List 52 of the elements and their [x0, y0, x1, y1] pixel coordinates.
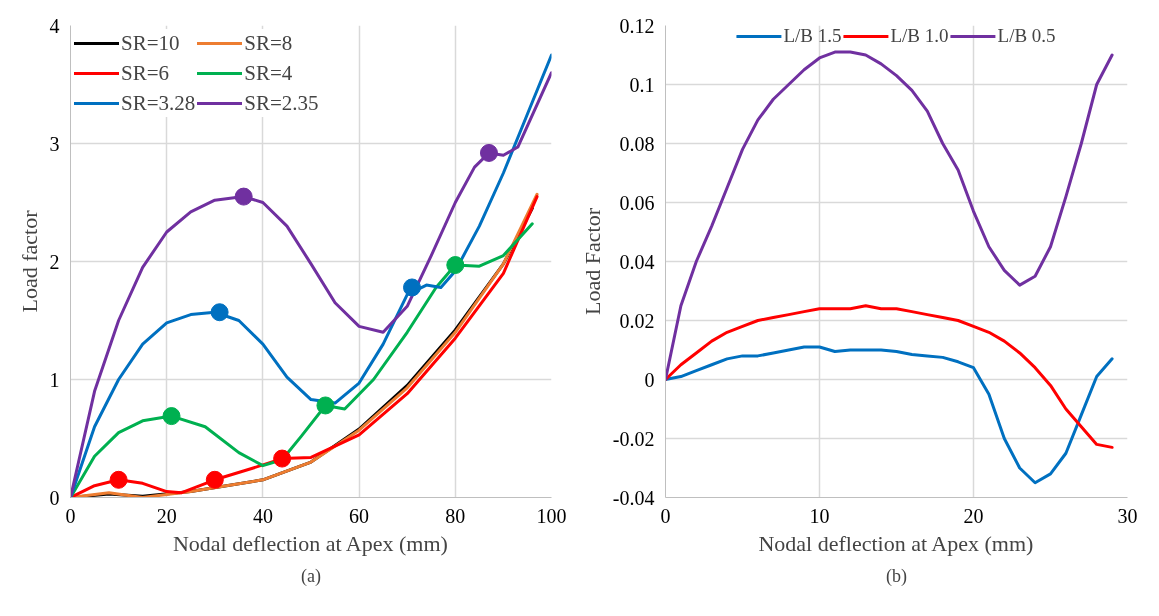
y-tick-label: 1	[49, 368, 60, 391]
x-tick-label: 0	[660, 504, 671, 527]
legend-label: L/B 0.5	[997, 25, 1056, 47]
x-axis-title: Nodal deflection at Apex (mm)	[172, 530, 448, 556]
y-tick-label: -0.04	[612, 486, 655, 509]
y-axis-title: Load factor	[16, 209, 42, 313]
text: (b)	[886, 565, 908, 587]
x-tick-label: 20	[156, 504, 177, 527]
y-tick-label: 0.08	[619, 132, 655, 155]
y-tick-label: 0.04	[619, 250, 655, 273]
x-tick-label: 40	[252, 504, 273, 527]
legend-label: SR=3.28	[121, 89, 196, 117]
legend-label: L/B 1.5	[783, 25, 842, 47]
x-tick-label: 10	[809, 504, 830, 527]
point	[162, 407, 181, 426]
point	[205, 470, 224, 489]
y-tick-label: 0.02	[619, 309, 655, 332]
y-tick-label: 0.12	[619, 14, 655, 37]
x-tick-label: 0	[65, 504, 76, 527]
line-series	[665, 345, 1114, 485]
x-tick-label: 60	[349, 504, 370, 527]
point	[446, 256, 465, 275]
x-tick-label: 80	[445, 504, 466, 527]
y-tick-label: -0.02	[612, 427, 655, 450]
x-tick-label: 30	[1117, 504, 1138, 527]
point	[316, 396, 335, 415]
point	[109, 470, 128, 489]
y-tick-label: 4	[49, 14, 60, 37]
legend-label: SR=2.35	[244, 89, 319, 117]
point	[234, 187, 253, 206]
text: (a)	[301, 565, 321, 587]
x-tick-label: 100	[536, 504, 567, 527]
legend-label: SR=8	[244, 29, 293, 57]
point	[273, 449, 292, 468]
legend-label: L/B 1.0	[890, 25, 949, 47]
line-series	[665, 50, 1114, 381]
point	[403, 278, 422, 297]
legend-label: SR=10	[121, 29, 180, 57]
y-tick-label: 0	[49, 486, 60, 509]
legend-label: SR=6	[121, 59, 170, 87]
y-axis-title: Load Factor	[579, 207, 605, 315]
point	[210, 303, 229, 322]
y-tick-label: 0.1	[629, 73, 655, 96]
point	[479, 143, 498, 162]
y-tick-label: 0.06	[619, 191, 655, 214]
y-tick-label: 3	[49, 132, 60, 155]
x-axis-title: Nodal deflection at Apex (mm)	[758, 530, 1034, 556]
x-tick-label: 20	[963, 504, 984, 527]
line-series	[665, 304, 1114, 449]
y-tick-label: 2	[49, 250, 60, 273]
legend-label: SR=4	[244, 59, 293, 87]
y-tick-label: 0	[644, 368, 655, 391]
